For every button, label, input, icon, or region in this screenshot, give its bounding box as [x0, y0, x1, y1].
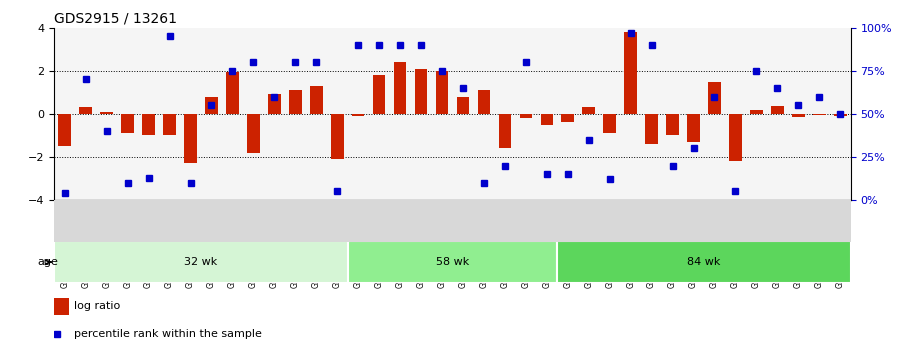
Bar	[583, 107, 595, 114]
Bar	[226, 72, 239, 114]
Bar	[561, 114, 574, 122]
Text: 84 wk: 84 wk	[687, 257, 720, 267]
Bar	[729, 114, 742, 161]
Bar	[499, 114, 511, 148]
FancyBboxPatch shape	[348, 241, 557, 283]
Bar	[352, 114, 365, 116]
Bar	[624, 32, 637, 114]
Bar	[414, 69, 427, 114]
Bar	[142, 114, 155, 136]
Bar	[666, 114, 679, 136]
Bar	[185, 114, 196, 164]
Bar	[247, 114, 260, 152]
Bar	[54, 298, 69, 315]
Bar	[331, 114, 344, 159]
Bar	[205, 97, 218, 114]
Bar	[687, 114, 700, 142]
Bar	[435, 71, 448, 114]
Bar	[268, 95, 281, 114]
Bar	[771, 106, 784, 114]
Bar	[540, 114, 553, 125]
Bar	[709, 81, 720, 114]
Bar	[457, 97, 470, 114]
Bar	[100, 112, 113, 114]
Text: age: age	[37, 257, 59, 267]
Bar	[519, 114, 532, 118]
Bar	[163, 114, 176, 136]
Text: 32 wk: 32 wk	[185, 257, 217, 267]
Bar	[121, 114, 134, 133]
Bar	[394, 62, 406, 114]
Bar	[834, 114, 846, 116]
Bar	[750, 110, 763, 114]
Text: GDS2915 / 13261: GDS2915 / 13261	[54, 11, 177, 25]
Bar	[792, 114, 805, 117]
Bar	[80, 107, 92, 114]
FancyBboxPatch shape	[557, 241, 851, 283]
Bar	[310, 86, 322, 114]
Bar	[289, 90, 301, 114]
Bar	[813, 114, 825, 115]
Text: percentile rank within the sample: percentile rank within the sample	[74, 329, 262, 339]
FancyBboxPatch shape	[54, 241, 348, 283]
Bar	[645, 114, 658, 144]
Bar	[478, 90, 491, 114]
Text: log ratio: log ratio	[74, 302, 120, 311]
Text: 58 wk: 58 wk	[436, 257, 469, 267]
Bar	[59, 114, 71, 146]
Bar	[604, 114, 616, 133]
Bar	[373, 75, 386, 114]
